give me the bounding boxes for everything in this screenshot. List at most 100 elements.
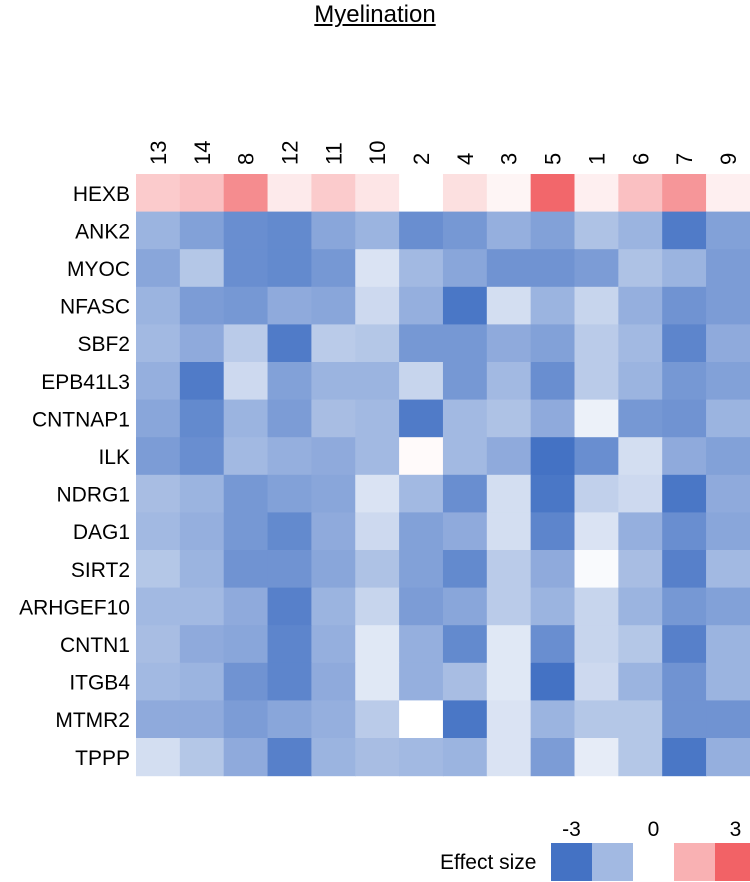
heatmap-cell-SBF2-2 <box>399 324 444 363</box>
legend-swatch-3 <box>674 843 716 881</box>
heatmap-cell-MTMR2-6 <box>618 700 663 739</box>
heatmap-cell-NDRG1-13 <box>136 474 181 513</box>
heatmap-cell-DAG1-9 <box>706 512 750 551</box>
heatmap-cell-ILK-10 <box>355 437 400 476</box>
row-label-ITGB4: ITGB4 <box>69 672 130 695</box>
heatmap-cell-SIRT2-2 <box>399 550 444 589</box>
heatmap-cell-SBF2-6 <box>618 324 663 363</box>
heatmap-cell-CNTNAP1-3 <box>486 399 532 438</box>
column-label-4: 4 <box>453 153 478 165</box>
heatmap-cell-ARHGEF10-6 <box>618 587 663 626</box>
heatmap-cell-SIRT2-9 <box>706 550 750 589</box>
heatmap-cell-ANK2-4 <box>442 211 488 250</box>
heatmap-cell-TPPP-8 <box>223 738 269 777</box>
heatmap-cell-ARHGEF10-2 <box>399 587 444 626</box>
heatmap-cell-CNTN1-12 <box>267 625 312 664</box>
heatmap-cell-MTMR2-10 <box>355 700 400 739</box>
heatmap-cell-SBF2-5 <box>530 324 576 363</box>
heatmap-cell-ARHGEF10-13 <box>136 587 181 626</box>
heatmap-cell-TPPP-6 <box>618 738 663 777</box>
heatmap-cell-MTMR2-3 <box>486 700 532 739</box>
heatmap-cell-NDRG1-3 <box>486 474 532 513</box>
heatmap-cell-MYOC-1 <box>574 249 619 288</box>
heatmap-cell-DAG1-5 <box>530 512 576 551</box>
heatmap-cell-MTMR2-9 <box>706 700 750 739</box>
heatmap-cell-MTMR2-8 <box>223 700 269 739</box>
heatmap-cell-SIRT2-13 <box>136 550 181 589</box>
heatmap-cell-SBF2-7 <box>662 324 707 363</box>
heatmap-cell-NDRG1-11 <box>311 474 356 513</box>
heatmap-cell-ILK-12 <box>267 437 312 476</box>
row-label-HEXB: HEXB <box>73 183 130 206</box>
heatmap-cell-HEXB-14 <box>179 174 225 213</box>
row-label-DAG1: DAG1 <box>73 521 130 544</box>
heatmap-cell-EPB41L3-14 <box>179 362 225 401</box>
heatmap-cell-ARHGEF10-9 <box>706 587 750 626</box>
heatmap-cell-ILK-13 <box>136 437 181 476</box>
heatmap-cell-SIRT2-14 <box>179 550 225 589</box>
heatmap-cell-ITGB4-8 <box>223 662 269 701</box>
heatmap-cell-ANK2-9 <box>706 211 750 250</box>
legend-tick-mid: 0 <box>647 818 660 841</box>
legend-swatch-0 <box>551 843 593 881</box>
heatmap-cell-SBF2-10 <box>355 324 400 363</box>
heatmap-cell-EPB41L3-6 <box>618 362 663 401</box>
heatmap-cell-ITGB4-14 <box>179 662 225 701</box>
column-label-13: 13 <box>146 141 171 165</box>
heatmap-cell-EPB41L3-1 <box>574 362 619 401</box>
heatmap-cell-DAG1-13 <box>136 512 181 551</box>
heatmap-cell-ANK2-14 <box>179 211 225 250</box>
heatmap-cell-MYOC-4 <box>442 249 488 288</box>
column-label-5: 5 <box>541 153 566 165</box>
heatmap-cell-CNTN1-10 <box>355 625 400 664</box>
heatmap-cell-ITGB4-3 <box>486 662 532 701</box>
heatmap-cell-ILK-1 <box>574 437 619 476</box>
row-label-SIRT2: SIRT2 <box>71 559 130 582</box>
heatmap-cell-NFASC-6 <box>618 286 663 325</box>
row-label-ILK: ILK <box>98 446 130 469</box>
heatmap-cell-ARHGEF10-14 <box>179 587 225 626</box>
heatmap-cell-NDRG1-1 <box>574 474 619 513</box>
heatmap-cell-ITGB4-13 <box>136 662 181 701</box>
heatmap-cell-ANK2-8 <box>223 211 269 250</box>
heatmap-cell-SIRT2-3 <box>486 550 532 589</box>
heatmap-cell-NFASC-4 <box>442 286 488 325</box>
legend-swatch-4 <box>715 843 750 881</box>
heatmap-cell-SIRT2-6 <box>618 550 663 589</box>
heatmap-cell-CNTN1-8 <box>223 625 269 664</box>
legend-label: Effect size <box>440 851 537 874</box>
heatmap-cell-TPPP-11 <box>311 738 356 777</box>
heatmap-cell-MYOC-5 <box>530 249 576 288</box>
heatmap-cell-ITGB4-9 <box>706 662 750 701</box>
heatmap-cell-TPPP-5 <box>530 738 576 777</box>
heatmap-cells <box>136 174 750 777</box>
heatmap-cell-SBF2-14 <box>179 324 225 363</box>
heatmap-cell-HEXB-2 <box>399 174 444 213</box>
heatmap-cell-SIRT2-12 <box>267 550 312 589</box>
column-label-2: 2 <box>409 153 434 165</box>
heatmap-cell-CNTN1-2 <box>399 625 444 664</box>
heatmap-cell-SBF2-9 <box>706 324 750 363</box>
heatmap-cell-ANK2-11 <box>311 211 356 250</box>
heatmap-cell-CNTNAP1-12 <box>267 399 312 438</box>
heatmap-cell-MTMR2-4 <box>442 700 488 739</box>
heatmap-cell-DAG1-11 <box>311 512 356 551</box>
heatmap-cell-ARHGEF10-5 <box>530 587 576 626</box>
heatmap-cell-MYOC-13 <box>136 249 181 288</box>
heatmap-cell-NFASC-13 <box>136 286 181 325</box>
heatmap-cell-ITGB4-10 <box>355 662 400 701</box>
heatmap-cell-DAG1-1 <box>574 512 619 551</box>
row-label-ANK2: ANK2 <box>75 220 130 243</box>
heatmap-cell-HEXB-10 <box>355 174 400 213</box>
row-label-CNTN1: CNTN1 <box>60 634 130 657</box>
heatmap-cell-SIRT2-11 <box>311 550 356 589</box>
heatmap-cell-CNTNAP1-13 <box>136 399 181 438</box>
heatmap-cell-HEXB-1 <box>574 174 619 213</box>
heatmap-cell-ITGB4-7 <box>662 662 707 701</box>
heatmap-cell-MTMR2-14 <box>179 700 225 739</box>
heatmap-cell-ILK-9 <box>706 437 750 476</box>
heatmap-cell-NDRG1-6 <box>618 474 663 513</box>
heatmap-cell-CNTNAP1-4 <box>442 399 488 438</box>
heatmap-cell-ANK2-5 <box>530 211 576 250</box>
heatmap-cell-CNTN1-7 <box>662 625 707 664</box>
